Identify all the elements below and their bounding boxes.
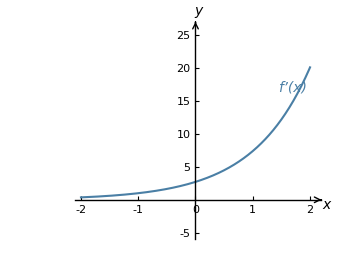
Text: x: x [323, 198, 331, 212]
Text: f’(x): f’(x) [278, 80, 307, 94]
Text: y: y [194, 4, 202, 18]
